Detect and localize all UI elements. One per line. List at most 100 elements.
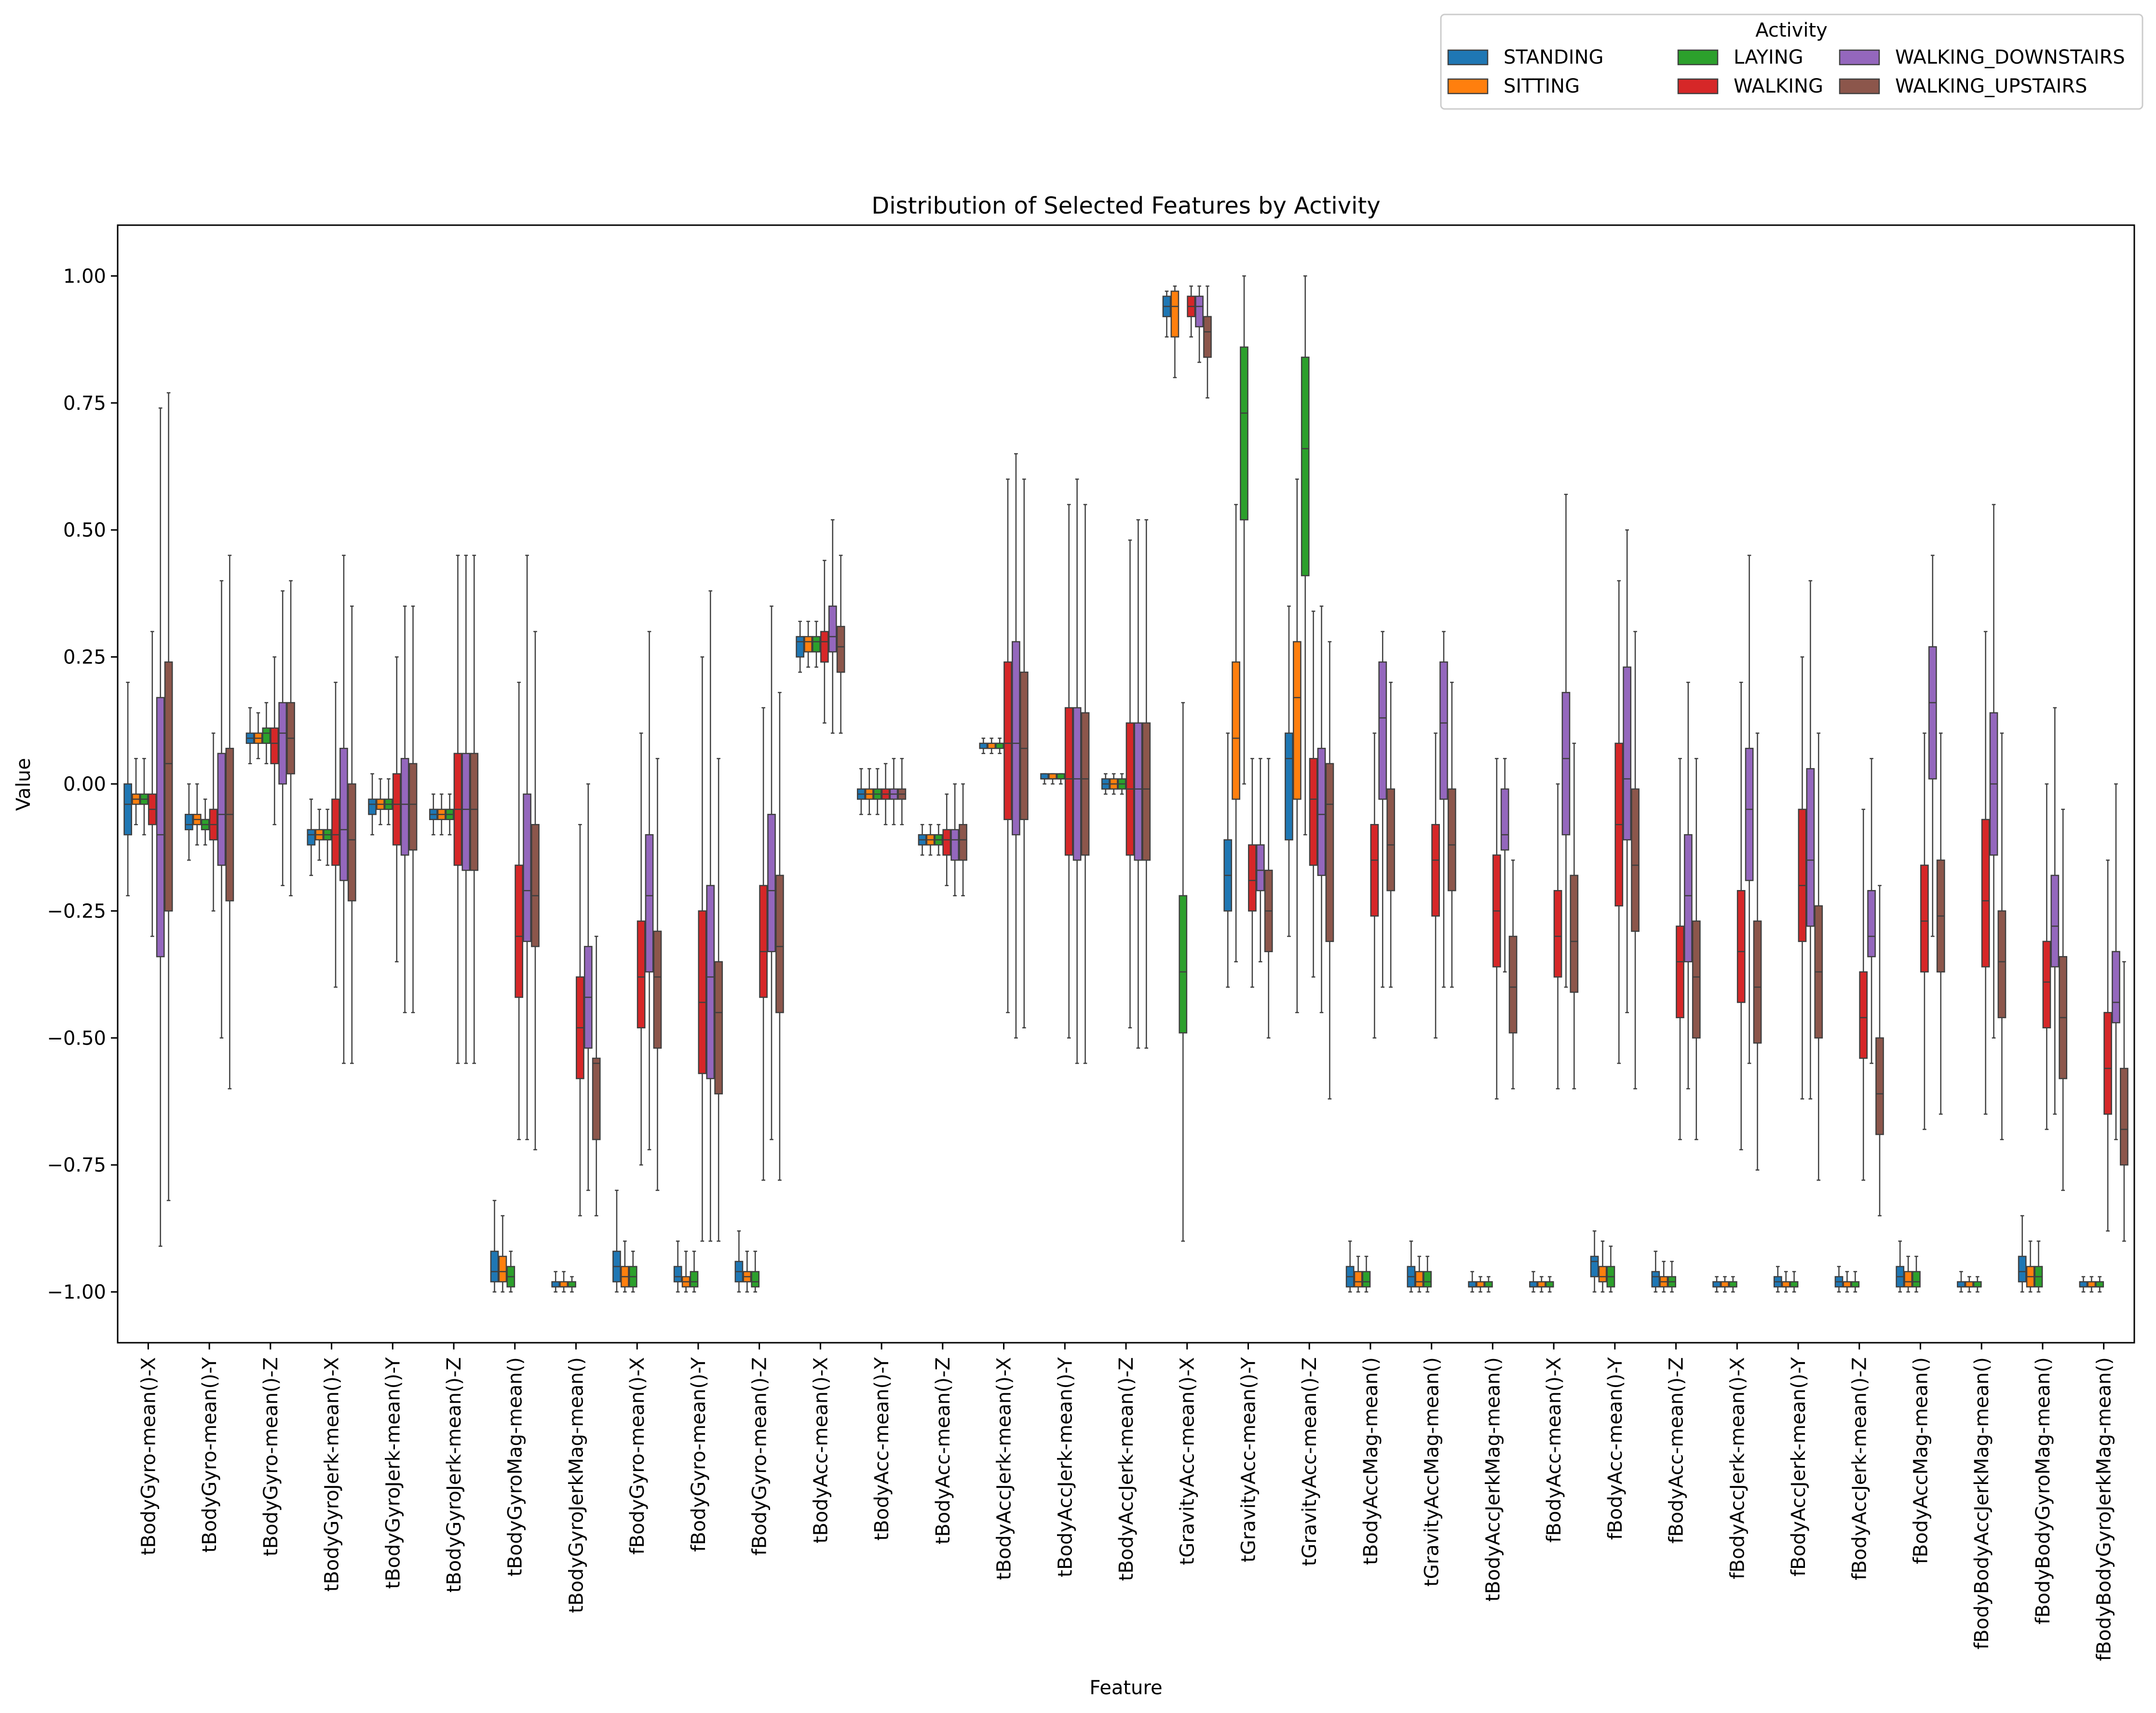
box-sitting [1904, 1255, 1912, 1293]
box-laying [262, 702, 271, 765]
legend-entry: SITTING [1447, 75, 1580, 97]
box-laying [140, 758, 149, 836]
box-iqr [1012, 641, 1020, 836]
box-iqr [698, 910, 707, 1074]
box-sitting [1476, 1276, 1485, 1293]
box-iqr [2079, 1281, 2088, 1288]
box-standing [368, 773, 377, 836]
box-iqr [1362, 1271, 1371, 1288]
boxes-layer [123, 275, 2129, 1293]
box-iqr [1736, 890, 1746, 1003]
y-tick-label: 0.50 [63, 519, 106, 541]
box-laying [812, 620, 821, 668]
box-walking_downstairs [1928, 554, 1937, 937]
box-iqr [653, 931, 662, 1049]
box-laying [2095, 1276, 2104, 1293]
chart-title: Distribution of Selected Features by Act… [871, 192, 1380, 219]
box-iqr [673, 1266, 682, 1282]
box-iqr [592, 1057, 601, 1140]
box-laying [1056, 773, 1065, 785]
box-iqr [1081, 712, 1090, 856]
box-iqr [392, 773, 401, 846]
box-iqr [1423, 1271, 1432, 1288]
box-laying [690, 1251, 699, 1293]
box-iqr [1712, 1281, 1721, 1288]
box-iqr [262, 727, 271, 744]
box-laying [1301, 275, 1310, 836]
box-walking_downstairs [461, 554, 471, 1064]
box-walking_upstairs [164, 392, 173, 1201]
y-tick-label: −0.50 [47, 1027, 106, 1050]
x-tick-label: tBodyAccJerk-mean()-Y [1054, 1357, 1076, 1577]
box-walking_upstairs [1386, 682, 1396, 988]
box-walking_downstairs [767, 605, 776, 1140]
box-iqr [1843, 1281, 1852, 1288]
x-tick-label: fBodyGyro-mean()-X [626, 1357, 649, 1554]
x-tick-label: tBodyGyroJerk-mean()-Y [382, 1357, 404, 1589]
box-walking_upstairs [653, 758, 662, 1191]
box-iqr [1248, 844, 1257, 912]
box-iqr [1790, 1281, 1799, 1288]
x-tick-label: tBodyGyro-mean()-Y [199, 1357, 221, 1552]
box-iqr [559, 1281, 568, 1288]
box-iqr [1623, 666, 1632, 841]
x-tick-label: fBodyAccJerk-mean()-Y [1788, 1357, 1810, 1576]
x-tick-label: tBodyAccMag-mean() [1360, 1357, 1382, 1565]
box-sitting [192, 783, 202, 846]
box-iqr [2103, 1012, 2112, 1115]
legend-swatch [1677, 78, 1719, 94]
box-iqr [531, 824, 540, 947]
box-sitting [620, 1241, 629, 1293]
box-laying [995, 737, 1004, 755]
box-iqr [1651, 1271, 1660, 1288]
box-sitting [1598, 1241, 1607, 1293]
box-iqr [1529, 1281, 1538, 1288]
box-sitting [1354, 1255, 1363, 1293]
box-walking_upstairs [2120, 961, 2129, 1242]
box-iqr [1072, 707, 1082, 861]
x-tick-label: fBodyBodyAccJerkMag-mean() [1971, 1357, 1993, 1649]
box-iqr [2120, 1067, 2129, 1166]
box-iqr [1684, 834, 1693, 963]
box-iqr [1439, 661, 1448, 800]
box-walking [1003, 478, 1012, 1013]
box-iqr [637, 920, 646, 1028]
box-sitting [987, 737, 996, 755]
legend-swatch [1677, 49, 1719, 66]
box-standing [1162, 290, 1171, 338]
box-walking_upstairs [775, 692, 784, 1181]
box-laying [1179, 702, 1188, 1242]
box-walking [2103, 859, 2112, 1232]
box-walking_downstairs [1500, 758, 1509, 973]
box-sitting [2026, 1241, 2035, 1293]
box-iqr [1997, 910, 2007, 1018]
box-standing [184, 783, 193, 861]
box-iqr [270, 727, 279, 765]
box-iqr [1048, 773, 1057, 780]
box-iqr [1570, 875, 1579, 993]
box-iqr [706, 885, 715, 1079]
box-iqr [759, 885, 768, 998]
box-standing [1712, 1276, 1721, 1293]
box-iqr [1676, 925, 1684, 1018]
box-iqr [1292, 641, 1302, 800]
box-iqr [164, 661, 173, 912]
box-walking_upstairs [1448, 682, 1456, 988]
y-tick-label: −1.00 [47, 1281, 106, 1304]
box-iqr [400, 758, 409, 856]
box-sitting [1843, 1271, 1852, 1293]
legend-label: SITTING [1504, 75, 1580, 97]
box-sitting [315, 809, 324, 861]
box-sitting [1415, 1255, 1424, 1293]
x-tick-label: fBodyBodyGyroMag-mean() [2032, 1357, 2054, 1624]
legend-label: WALKING_UPSTAIRS [1895, 75, 2087, 97]
box-walking_downstairs [1012, 453, 1020, 1039]
box-walking [148, 631, 157, 937]
x-tick-label: tBodyGyroMag-mean() [504, 1357, 527, 1577]
x-tick-label: tBodyAcc-mean()-Y [871, 1357, 893, 1540]
box-standing [2018, 1215, 2027, 1293]
box-standing [1468, 1271, 1477, 1293]
box-walking_upstairs [286, 580, 295, 897]
box-iqr [339, 747, 348, 881]
